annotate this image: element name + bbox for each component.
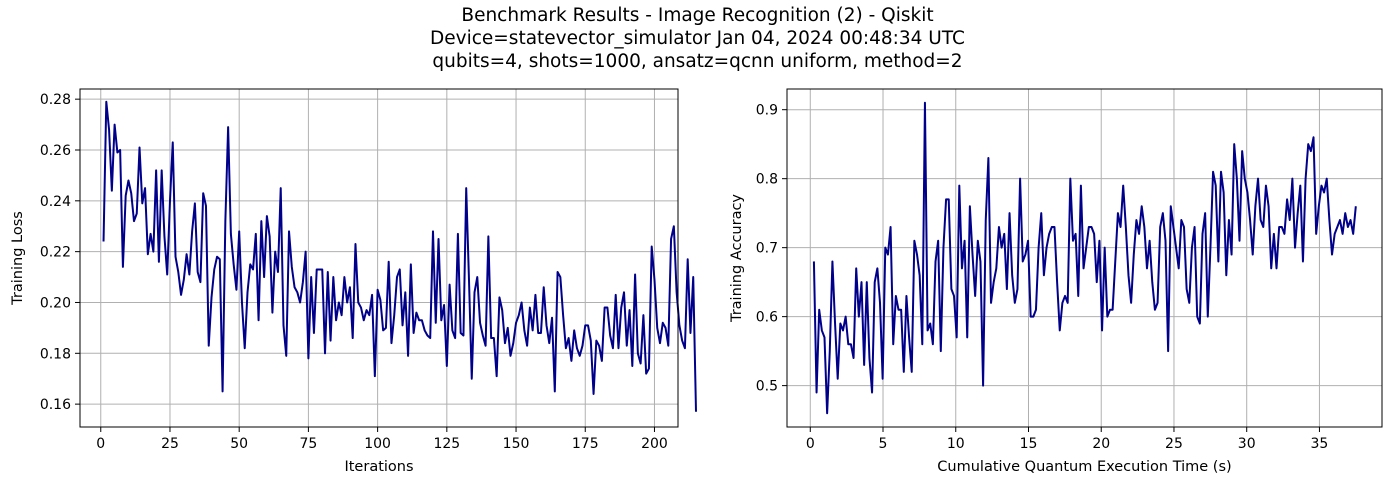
chart-1-xtick-label-4: 100: [364, 436, 391, 452]
chart-1-ytick-label-4: 0.24: [40, 194, 71, 210]
chart-2-xtick-label-3: 15: [1020, 436, 1038, 452]
chart-1-xtick-label-3: 75: [299, 436, 317, 452]
training-loss-plot: 0 25 50 75 100 125 150 175 200 0.16 0.18 0.20 0.22 0.…: [10, 88, 697, 475]
chart-2-xlabel: Cumulative Quantum Execution Time (s): [937, 459, 1231, 475]
figure-title: Benchmark Results - Image Recognition (2…: [0, 4, 1395, 73]
chart-1-xtick-label-7: 175: [572, 436, 599, 452]
title-line-1: Benchmark Results - Image Recognition (2…: [461, 5, 934, 26]
training-accuracy-plot: 0 5 10 15 20 25 30 35 0.5 0.6 0.7 0.8 0.9 Cumulative …: [729, 88, 1383, 475]
chart-1-xtick-label-2: 50: [230, 436, 248, 452]
chart-1-ytick-label-0: 0.16: [40, 397, 71, 413]
chart-2-xtick-label-1: 5: [879, 436, 888, 452]
chart-2-ytick-label-0: 0.5: [756, 379, 778, 395]
title-line-3: qubits=4, shots=1000, ansatz=qcnn unifor…: [432, 51, 963, 72]
chart-2-ytick-label-2: 0.7: [756, 241, 778, 257]
chart-2-xtick-label-7: 35: [1311, 436, 1329, 452]
chart-1-xtick-label-0: 0: [96, 436, 105, 452]
chart-2-xtick-label-0: 0: [806, 436, 815, 452]
chart-1-xtick-label-1: 25: [161, 436, 179, 452]
chart-2-xtick-label-5: 25: [1165, 436, 1183, 452]
chart-2-xtick-label-4: 20: [1092, 436, 1110, 452]
chart-1-axes-frame: [79, 88, 679, 428]
chart-1-ytick-label-3: 0.22: [40, 245, 71, 261]
chart-1-xlabel: Iterations: [344, 459, 413, 475]
chart-2-ytick-label-4: 0.9: [756, 103, 778, 119]
chart-1-ytick-label-5: 0.26: [40, 143, 71, 159]
chart-2-ytick-label-1: 0.6: [756, 310, 778, 326]
chart-1-xtick-label-5: 125: [433, 436, 460, 452]
title-line-2: Device=statevector_simulator Jan 04, 202…: [430, 28, 965, 49]
chart-2-xtick-label-6: 30: [1238, 436, 1256, 452]
chart-1-ylabel: Training Loss: [10, 211, 26, 306]
chart-1-ytick-label-6: 0.28: [40, 92, 71, 108]
chart-2-series-line: [812, 101, 1357, 415]
chart-2-ytick-label-3: 0.8: [756, 172, 778, 188]
chart-1-ytick-label-2: 0.20: [40, 295, 71, 311]
chart-2-axes-frame: [786, 88, 1383, 428]
chart-1-ytick-label-1: 0.18: [40, 346, 71, 362]
chart-2-ylabel: Training Accuracy: [729, 194, 745, 323]
chart-1-xtick-label-8: 200: [641, 436, 668, 452]
chart-2-xtick-label-2: 10: [947, 436, 965, 452]
chart-1-series-line: [102, 100, 697, 412]
chart-1-xtick-label-6: 150: [503, 436, 530, 452]
